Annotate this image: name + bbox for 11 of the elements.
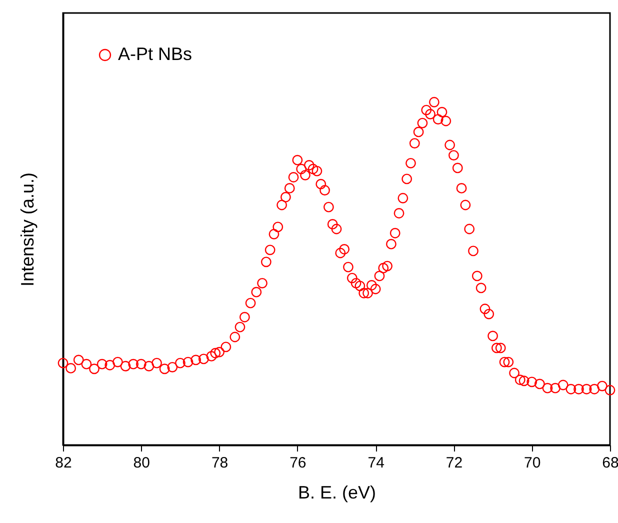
x-tick-label: 76 bbox=[290, 454, 306, 472]
x-tick-label: 70 bbox=[524, 454, 541, 472]
y-axis-title: Intensity (a.u.) bbox=[18, 172, 38, 287]
x-tick-label: 78 bbox=[211, 454, 228, 472]
x-axis-title: B. E. (eV) bbox=[298, 482, 376, 502]
x-tick-label: 72 bbox=[446, 454, 463, 472]
x-tick-label: 74 bbox=[368, 454, 384, 472]
legend-label: A-Pt NBs bbox=[118, 44, 192, 64]
x-tick-label: 80 bbox=[133, 454, 150, 472]
x-tick-label: 68 bbox=[602, 454, 618, 472]
x-tick-label: 82 bbox=[55, 454, 72, 472]
